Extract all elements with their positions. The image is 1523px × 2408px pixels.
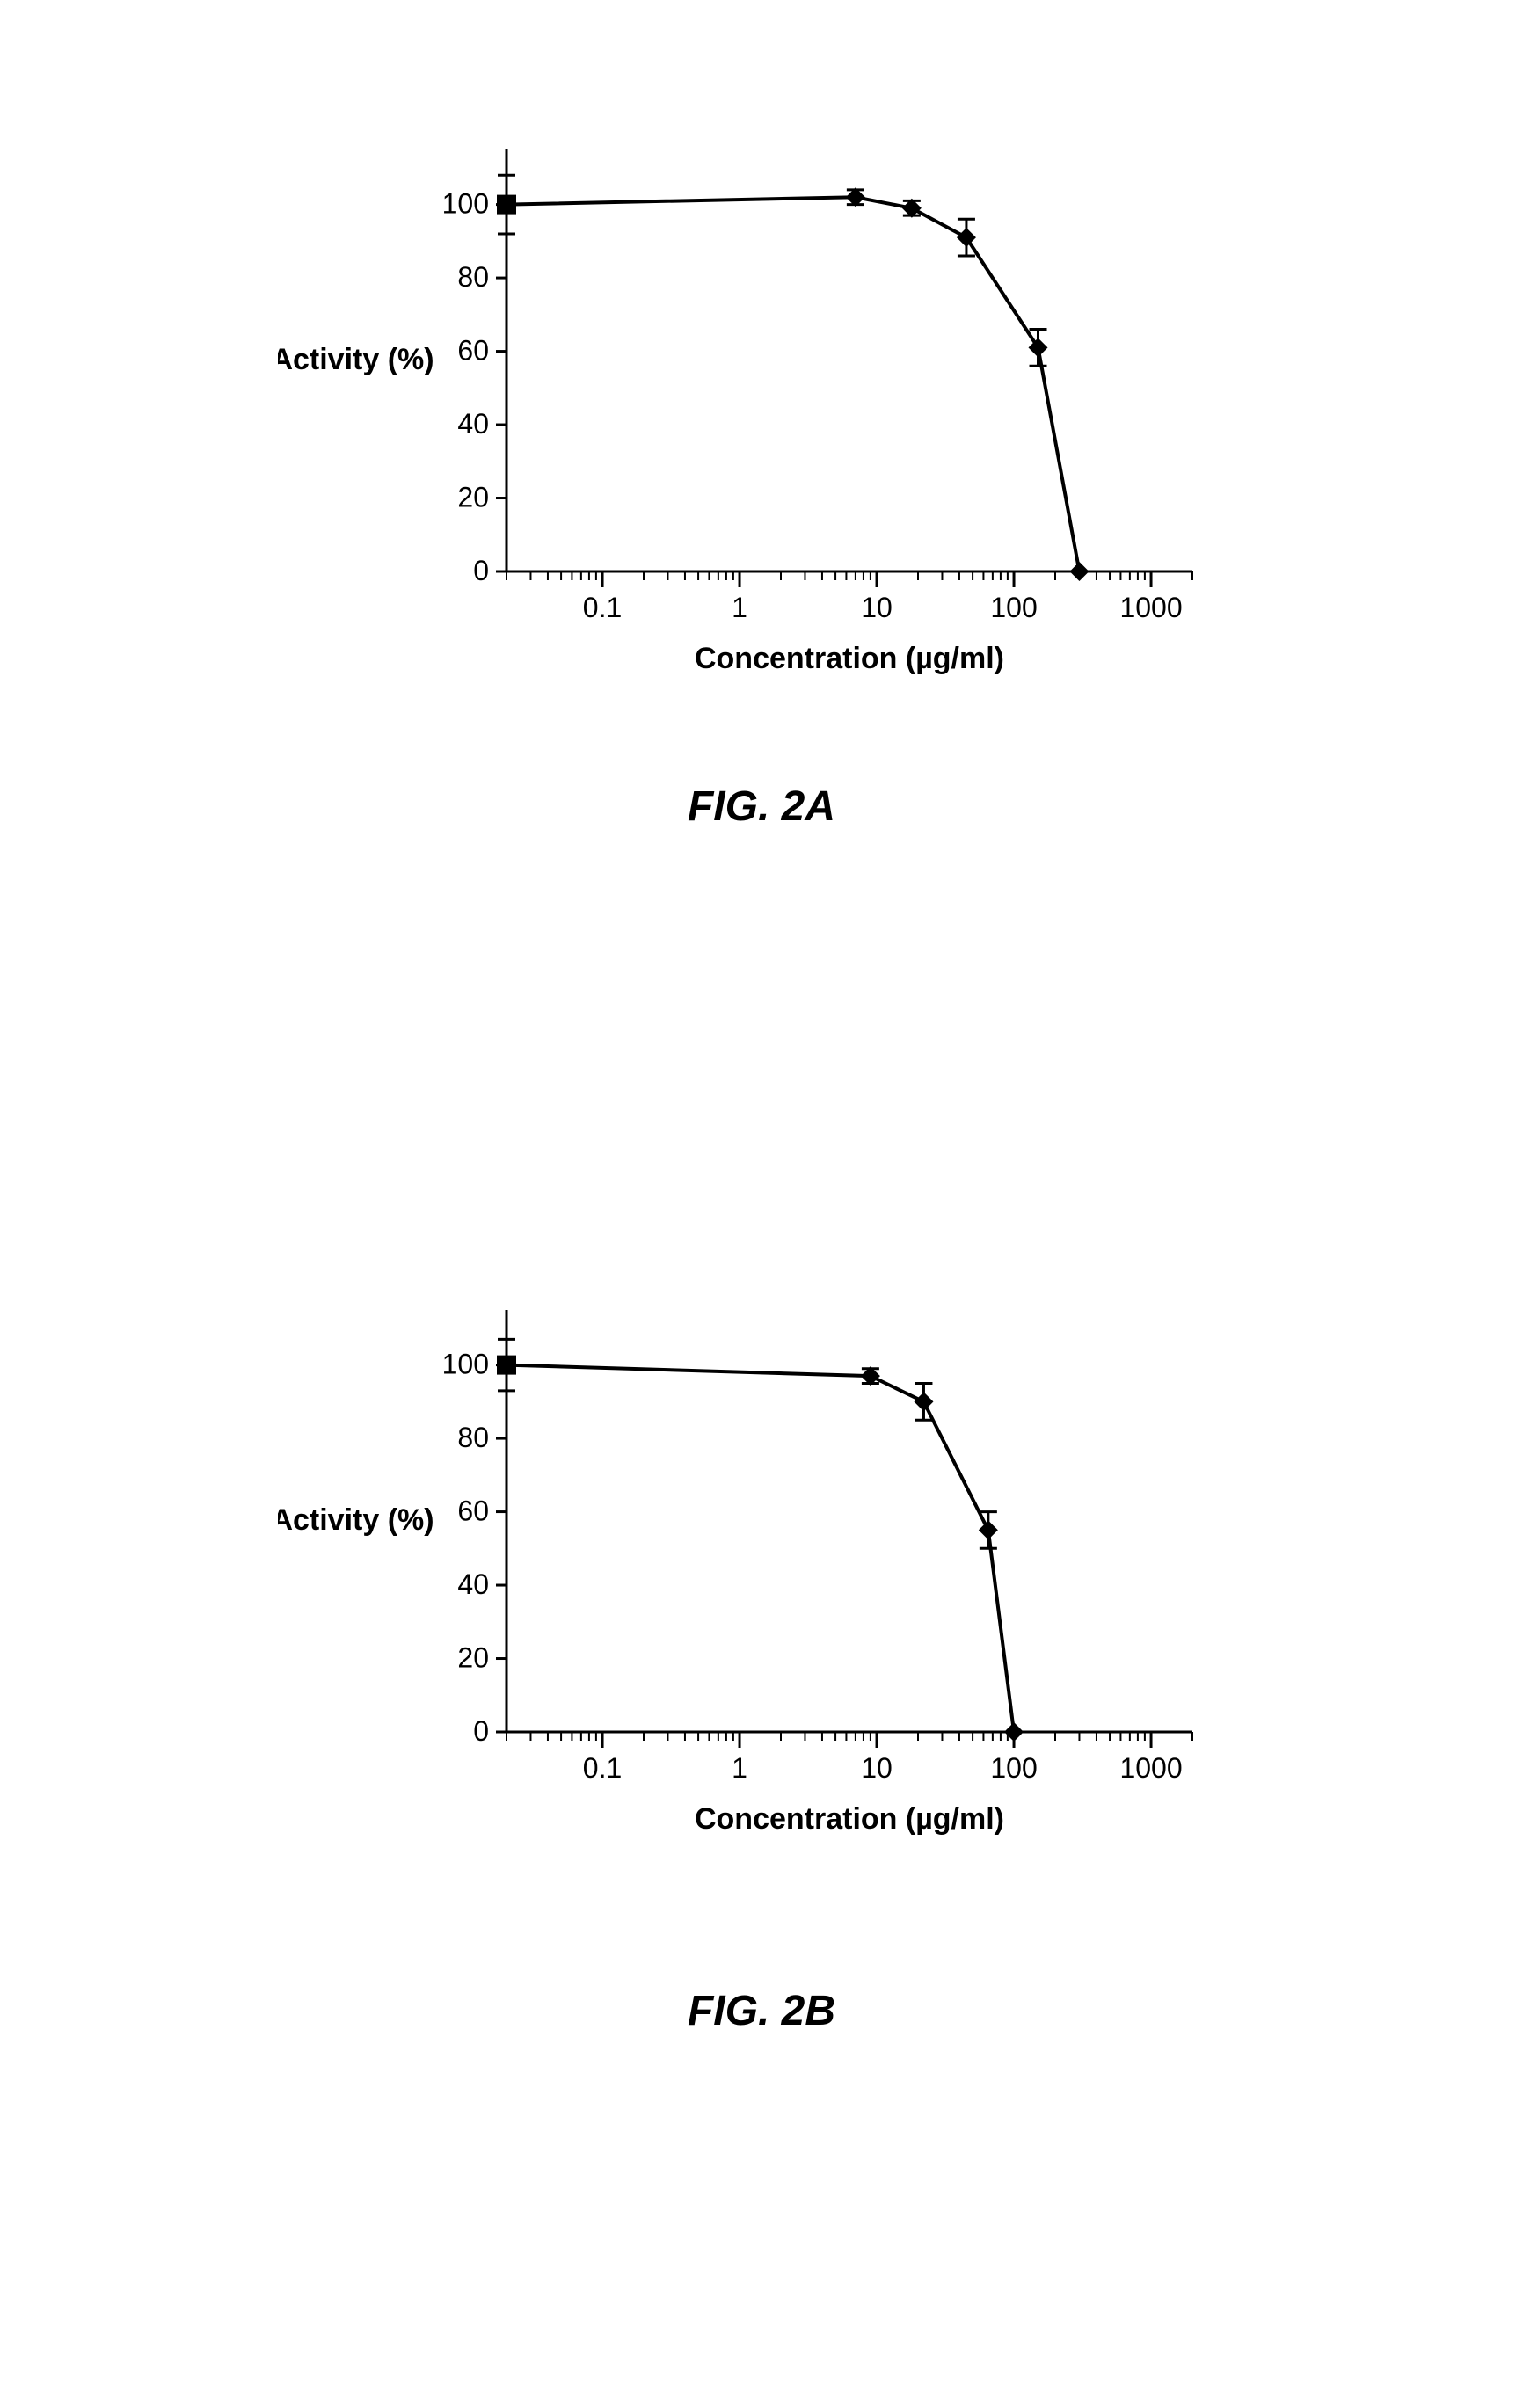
svg-text:1: 1 — [732, 1752, 747, 1784]
svg-text:Concentration (µg/ml): Concentration (µg/ml) — [695, 1802, 1004, 1836]
chart-2a: 0 20 40 60 80 100 0.1 1 10 100 1000 Activity (%) Con… — [278, 105, 1245, 721]
svg-text:Activity (%): Activity (%) — [278, 1503, 434, 1537]
svg-text:Concentration (µg/ml): Concentration (µg/ml) — [695, 642, 1004, 675]
svg-text:Activity (%): Activity (%) — [278, 343, 434, 376]
svg-text:20: 20 — [457, 1642, 489, 1674]
svg-text:0.1: 0.1 — [583, 1752, 622, 1784]
page: 0204060801000.11101001000Activity (%)Con… — [0, 0, 1523, 2408]
svg-text:80: 80 — [457, 261, 489, 293]
figure-2a-label: FIG. 2A — [688, 783, 835, 830]
figure-2b: 0 20 40 60 80 100 0.1 1 10 100 1000 Activity (%) Con… — [0, 1266, 1523, 1886]
svg-text:40: 40 — [457, 408, 489, 440]
svg-text:1000: 1000 — [1119, 1752, 1182, 1784]
svg-text:40: 40 — [457, 1568, 489, 1600]
figure-2a-label-wrap: FIG. 2A — [0, 782, 1523, 831]
svg-text:1: 1 — [732, 592, 747, 623]
svg-text:100: 100 — [990, 592, 1037, 623]
svg-text:20: 20 — [457, 482, 489, 513]
svg-text:60: 60 — [457, 1495, 489, 1527]
svg-text:60: 60 — [457, 335, 489, 367]
svg-text:80: 80 — [457, 1422, 489, 1453]
svg-text:1000: 1000 — [1119, 592, 1182, 623]
figure-2b-label: FIG. 2B — [688, 1988, 835, 2034]
figure-2b-label-wrap: FIG. 2B — [0, 1987, 1523, 2035]
svg-text:0: 0 — [473, 1715, 489, 1747]
chart-2b: 0 20 40 60 80 100 0.1 1 10 100 1000 Activity (%) Con… — [278, 1266, 1245, 1881]
svg-text:0.1: 0.1 — [583, 592, 622, 623]
figure-2a: 0 20 40 60 80 100 0.1 1 10 100 1000 Activity (%) Con… — [0, 105, 1523, 725]
svg-text:100: 100 — [442, 188, 489, 220]
svg-text:100: 100 — [990, 1752, 1037, 1784]
svg-text:10: 10 — [861, 1752, 893, 1784]
svg-text:10: 10 — [861, 592, 893, 623]
svg-text:100: 100 — [442, 1349, 489, 1380]
svg-text:0: 0 — [473, 555, 489, 586]
